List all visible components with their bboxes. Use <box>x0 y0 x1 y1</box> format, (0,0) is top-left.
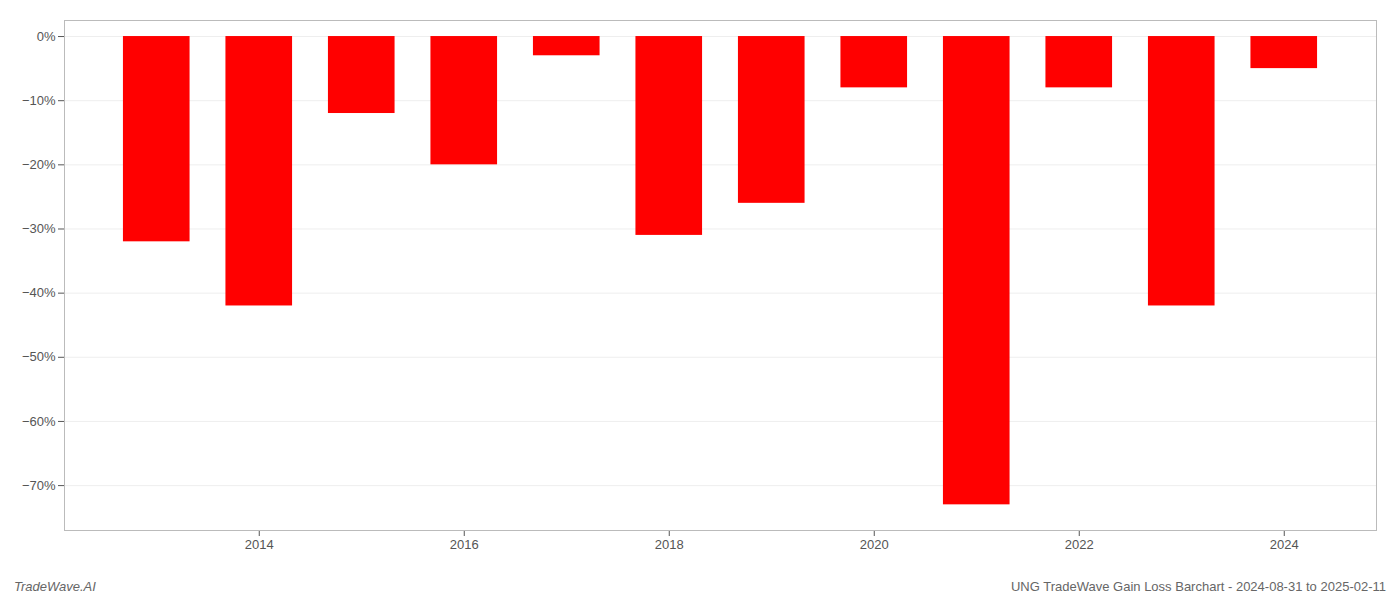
svg-text:−20%: −20% <box>22 157 56 172</box>
svg-text:2024: 2024 <box>1270 537 1299 552</box>
svg-text:−30%: −30% <box>22 221 56 236</box>
svg-text:2016: 2016 <box>450 537 479 552</box>
svg-text:2022: 2022 <box>1065 537 1094 552</box>
svg-text:−10%: −10% <box>22 93 56 108</box>
html-text:TradeWave.AI: TradeWave.AI <box>14 579 96 594</box>
svg-text:2014: 2014 <box>245 537 274 552</box>
html-text:UNG TradeWave Gain Loss Barcha: UNG TradeWave Gain Loss Barchart - 2024-… <box>1011 579 1386 594</box>
svg-text:−50%: −50% <box>22 349 56 364</box>
svg-text:2018: 2018 <box>655 537 684 552</box>
svg-text:2020: 2020 <box>860 537 889 552</box>
svg-text:−40%: −40% <box>22 285 56 300</box>
svg-text:−60%: −60% <box>22 414 56 429</box>
svg-text:0%: 0% <box>37 29 56 44</box>
svg-text:−70%: −70% <box>22 478 56 493</box>
